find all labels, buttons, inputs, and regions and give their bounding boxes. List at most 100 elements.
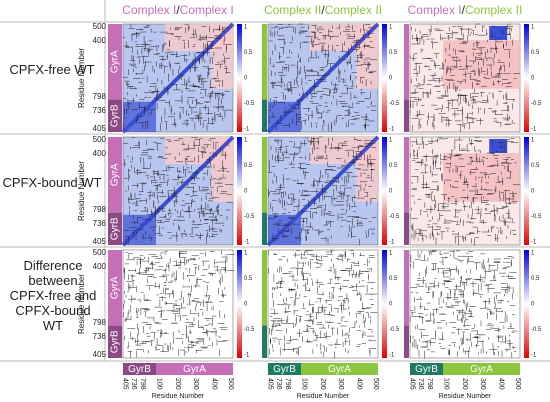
colorbar <box>382 137 387 245</box>
segment-bar <box>108 99 122 132</box>
colorbar-tick-label: -1 <box>531 353 537 359</box>
colorbar-tick-label: 0.5 <box>531 276 540 282</box>
heatmap-region <box>443 153 520 202</box>
title-part: Complex II <box>264 3 321 17</box>
y-tick-label: 500 <box>93 22 107 31</box>
row-label: CPFX-free WT <box>9 62 95 77</box>
colorbar-tick-label: -1 <box>244 353 250 359</box>
colorbar-tick-label: 0 <box>389 302 393 308</box>
contour-lines <box>409 136 521 246</box>
y-axis-label: Residue Number <box>77 274 86 334</box>
x-tick-label: 736 <box>130 378 137 390</box>
segment-label: GyrA <box>470 364 493 375</box>
colorbar-tick-label: 0.5 <box>389 50 398 56</box>
x-tick-label: 300 <box>337 378 344 390</box>
segment-bar <box>404 99 409 132</box>
contour-lines <box>268 23 378 132</box>
y-tick-label: 798 <box>93 318 107 327</box>
column-title: Complex II/Complex II <box>264 3 382 17</box>
x-tick-label: 736 <box>275 378 282 390</box>
segment-bar <box>443 363 520 375</box>
x-axis-label: Residue Number <box>152 393 205 400</box>
segment-bar <box>108 250 122 326</box>
segment-bar <box>262 137 267 213</box>
colorbar-tick-label: 0.5 <box>244 276 253 282</box>
colorbar-tick-label: -0.5 <box>531 214 542 220</box>
y-tick-label: 405 <box>93 350 107 359</box>
x-tick-label: 736 <box>417 378 424 390</box>
colorbar-tick-label: -1 <box>244 127 250 133</box>
colorbar-tick-label: 0.5 <box>531 50 540 56</box>
y-tick-label: 500 <box>93 248 107 257</box>
title-part: / <box>176 3 180 17</box>
heatmap-region <box>268 214 301 245</box>
x-tick-label: 500 <box>372 378 379 390</box>
title-part: Complex I <box>180 3 234 17</box>
colorbar-tick-label: -1 <box>244 240 250 246</box>
contour-lines <box>123 250 235 358</box>
segment-bar <box>262 24 267 100</box>
x-tick-label: 500 <box>514 378 521 390</box>
x-tick-label: 200 <box>319 378 326 390</box>
y-tick-label: 736 <box>93 219 107 228</box>
colorbar-tick-label: 0 <box>389 189 393 195</box>
title-part: Complex II <box>325 3 382 17</box>
colorbar-tick-label: 1 <box>244 25 248 31</box>
y-axis-label: Residue Number <box>77 48 86 108</box>
segment-bar <box>108 137 122 213</box>
colorbar-tick-label: 1 <box>389 138 393 144</box>
y-tick-label: 405 <box>93 124 107 133</box>
segment-label: GyrA <box>328 364 351 375</box>
x-tick-label: 798 <box>284 378 291 390</box>
column-title: Complex I/Complex II <box>408 3 523 17</box>
colorbar-tick-label: 0 <box>531 189 535 195</box>
y-tick-label: 405 <box>93 237 107 246</box>
colorbar-tick-label: 0 <box>244 76 248 82</box>
segment-bar <box>156 363 233 375</box>
colorbar <box>382 250 387 358</box>
x-tick-label: 400 <box>210 378 217 390</box>
heatmap <box>409 249 521 359</box>
y-tick-label: 500 <box>93 135 107 144</box>
segment-bar <box>262 325 267 358</box>
segment-bar <box>404 137 409 213</box>
segment-label: GyrB <box>273 364 296 375</box>
colorbar-tick-label: 1 <box>531 138 535 144</box>
segment-label: GyrB <box>128 364 151 375</box>
title-part: Complex II <box>465 3 522 17</box>
x-tick-label: 100 <box>442 378 449 390</box>
colorbar <box>524 250 529 358</box>
row-label: CPFX-bound WT <box>2 175 102 190</box>
contour-lines <box>268 249 378 359</box>
y-tick-label: 736 <box>93 332 107 341</box>
segment-label: GyrB <box>110 217 121 240</box>
segment-label: GyrB <box>415 364 438 375</box>
x-tick-label: 405 <box>408 378 415 390</box>
segment-label: GyrA <box>183 364 206 375</box>
title-part: Complex I <box>408 3 462 17</box>
colorbar-tick-label: -0.5 <box>389 101 400 107</box>
colorbar-tick-label: -1 <box>531 127 537 133</box>
segment-bar <box>268 363 301 375</box>
heatmap <box>122 249 234 359</box>
colorbar <box>524 24 529 132</box>
colorbar-tick-label: 1 <box>531 25 535 31</box>
segment-bar <box>262 212 267 245</box>
title-part: Complex I <box>122 3 176 17</box>
segment-label: GyrA <box>110 50 121 73</box>
x-tick-label: 300 <box>479 378 486 390</box>
contour-lines <box>123 137 233 244</box>
colorbar-tick-label: 0.5 <box>244 163 253 169</box>
title-part: / <box>462 3 466 17</box>
colorbar-tick-label: -0.5 <box>531 101 542 107</box>
x-tick-label: 200 <box>461 378 468 390</box>
heatmap-region <box>489 139 508 153</box>
segment-bar <box>123 363 156 375</box>
colorbar-tick-label: 0.5 <box>531 163 540 169</box>
y-tick-label: 400 <box>93 149 107 158</box>
colorbar-tick-label: -0.5 <box>244 327 255 333</box>
colorbar-tick-label: 0.5 <box>389 163 398 169</box>
colorbar-tick-label: -0.5 <box>244 214 255 220</box>
